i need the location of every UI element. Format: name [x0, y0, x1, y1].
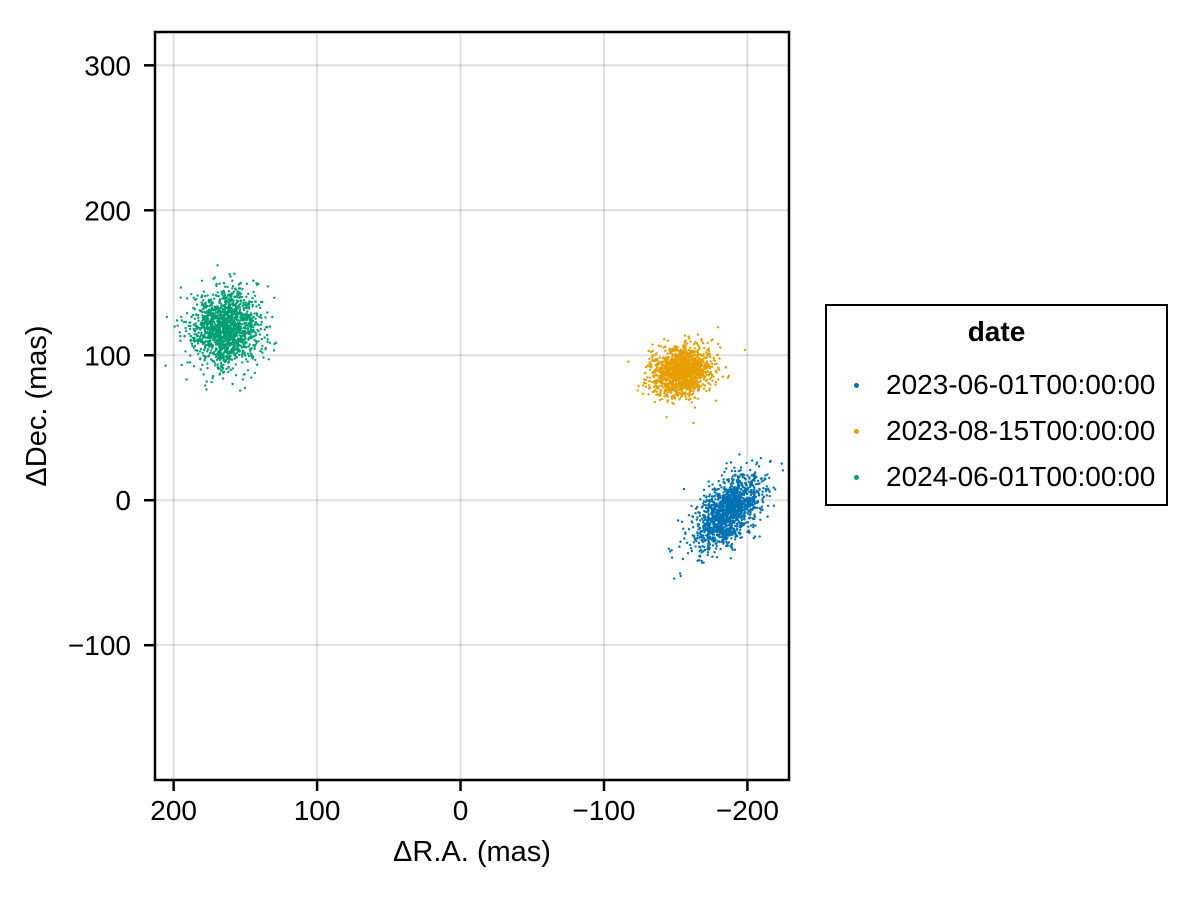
legend-entry: 2023-08-15T00:00:00	[827, 408, 1166, 454]
scatter-series-2	[164, 264, 278, 392]
tick-labels: 200 100 0 −100 −200 300 200 100 0 −100	[68, 50, 779, 826]
legend-entry-label: 2024-06-01T00:00:00	[886, 461, 1156, 492]
gridlines	[155, 32, 789, 780]
legend-title: date	[967, 316, 1026, 347]
legend-marker-icon	[854, 428, 859, 434]
x-tick-label: 100	[294, 795, 341, 826]
y-tick-label: 300	[84, 50, 131, 81]
scatter-points	[164, 264, 785, 580]
plot-frame	[153, 30, 791, 782]
legend-entry: 2023-06-01T00:00:00	[827, 362, 1166, 408]
legend-entry-label: 2023-06-01T00:00:00	[886, 369, 1156, 400]
y-tick-label: −100	[68, 630, 131, 661]
x-tick-label: 0	[453, 795, 469, 826]
x-tick-label: −200	[716, 795, 779, 826]
y-tick-label: 100	[84, 340, 131, 371]
legend-marker-icon	[854, 382, 859, 388]
x-axis-label: ΔR.A. (mas)	[393, 836, 551, 868]
legend-entry-label: 2023-08-15T00:00:00	[886, 415, 1156, 446]
scatter-series-0	[667, 453, 785, 580]
y-tick-label: 0	[115, 485, 131, 516]
x-tick-label: 200	[150, 795, 197, 826]
x-tick-label: −100	[572, 795, 635, 826]
y-axis-label: ΔDec. (mas)	[21, 325, 53, 486]
legend-entries: 2023-06-01T00:00:00 2023-08-15T00:00:00 20…	[827, 362, 1166, 500]
legend: date 2023-06-01T00:00:00 2023-08-15T00:00…	[825, 304, 1168, 506]
y-tick-label: 200	[84, 195, 131, 226]
scatter-series-1	[627, 326, 747, 425]
legend-entry: 2024-06-01T00:00:00	[827, 454, 1166, 500]
legend-marker-icon	[854, 474, 859, 480]
tick-marks	[144, 64, 749, 791]
